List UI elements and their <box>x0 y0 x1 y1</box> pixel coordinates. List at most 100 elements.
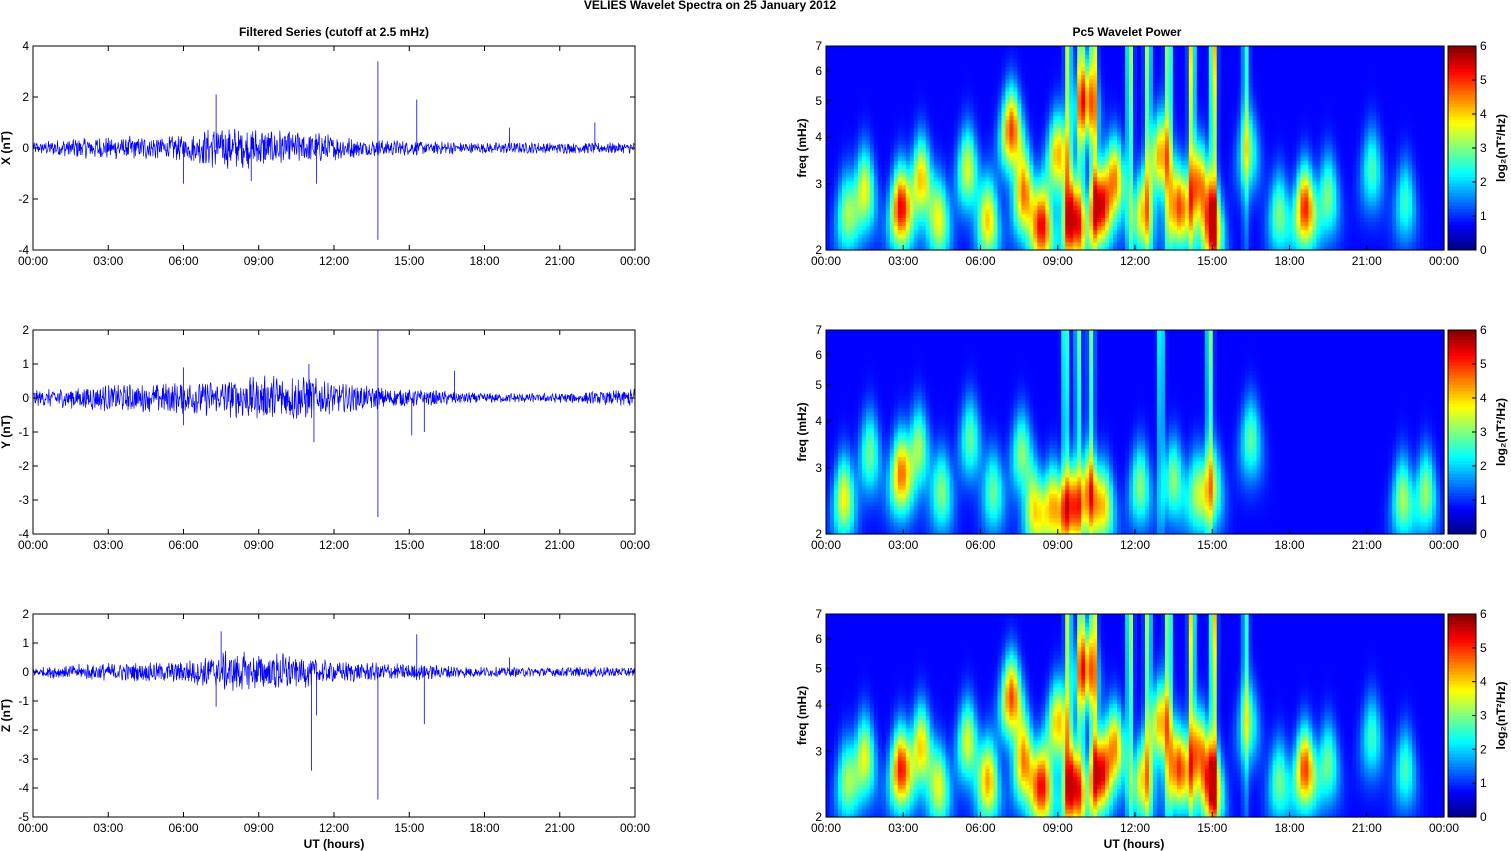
heatmap-cell <box>878 177 883 182</box>
heatmap-cell <box>1352 132 1357 137</box>
heatmap-cell <box>1424 132 1429 137</box>
heatmap-cell <box>866 181 871 186</box>
heatmap-cell <box>1053 217 1058 222</box>
heatmap-cell <box>1304 148 1309 153</box>
heatmap-cell <box>1312 172 1317 177</box>
heatmap-cell <box>1173 177 1178 182</box>
heatmap-cell <box>830 226 835 231</box>
heatmap-cell <box>1300 156 1305 161</box>
right-column-title: Pc5 Wavelet Power <box>1073 25 1182 39</box>
heatmap-cell <box>1017 189 1022 194</box>
heatmap-cell <box>850 193 855 198</box>
heatmap-cell <box>854 189 859 194</box>
heatmap-cell <box>1057 230 1062 235</box>
heatmap-cell <box>1017 226 1022 231</box>
heatmap-cell <box>922 152 927 157</box>
heatmap-cell <box>1153 205 1158 210</box>
heatmap-cell <box>1237 144 1242 149</box>
heatmap-cell <box>1257 128 1262 133</box>
ytick-label: 1 <box>22 636 29 650</box>
heatmap-cell <box>898 148 903 153</box>
heatmap-cell <box>1069 140 1074 145</box>
heatmap-cell <box>1101 201 1106 206</box>
heatmap-cell <box>974 238 979 243</box>
heatmap-cell <box>1253 164 1258 169</box>
heatmap-cell <box>1404 242 1409 247</box>
heatmap-cell <box>1273 230 1278 235</box>
heatmap-cell <box>1213 226 1218 231</box>
heatmap-cell <box>1077 205 1082 210</box>
heatmap-cell <box>989 168 994 173</box>
heatmap-cell <box>910 197 915 202</box>
heatmap-cell <box>886 226 891 231</box>
heatmap-cell <box>1308 226 1313 231</box>
heatmap-cell <box>934 172 939 177</box>
heatmap-cell <box>1396 213 1401 218</box>
heatmap-cell <box>874 226 879 231</box>
heatmap-cell <box>1428 172 1433 177</box>
heatmap-cell <box>1340 226 1345 231</box>
heatmap-cell <box>1033 181 1038 186</box>
heatmap-cell <box>1037 136 1042 141</box>
heatmap-cell <box>1157 124 1162 129</box>
heatmap-cell <box>870 213 875 218</box>
heatmap-cell <box>1117 168 1122 173</box>
heatmap-cell <box>834 234 839 239</box>
heatmap-cell <box>1420 172 1425 177</box>
heatmap-cell <box>910 128 915 133</box>
heatmap-cell <box>1181 185 1186 190</box>
heatmap-cell <box>1105 201 1110 206</box>
heatmap-cell <box>1005 238 1010 243</box>
heatmap-cell <box>1356 160 1361 165</box>
heatmap-cell <box>1217 238 1222 243</box>
heatmap-cell <box>910 217 915 222</box>
heatmap-cell <box>926 197 931 202</box>
heatmap-cell <box>1065 181 1070 186</box>
heatmap-cell <box>922 136 927 141</box>
heatmap-cell <box>1356 193 1361 198</box>
heatmap-cell <box>1257 168 1262 173</box>
heatmap-cell <box>1213 193 1218 198</box>
heatmap-cell <box>1392 197 1397 202</box>
heatmap-cell <box>1364 193 1369 198</box>
heatmap-cell <box>1332 136 1337 141</box>
heatmap-cell <box>978 213 983 218</box>
heatmap-cell <box>1197 144 1202 149</box>
heatmap-cell <box>1193 238 1198 243</box>
heatmap-cell <box>1193 209 1198 214</box>
heatmap-cell <box>1249 144 1254 149</box>
heatmap-cell <box>1165 124 1170 129</box>
heatmap-cell <box>1169 164 1174 169</box>
heatmap-cell <box>985 132 990 137</box>
heatmap-cell <box>982 209 987 214</box>
heatmap-cell <box>1364 213 1369 218</box>
heatmap-cell <box>1336 197 1341 202</box>
heatmap-cell <box>1025 128 1030 133</box>
heatmap-cell <box>938 209 943 214</box>
heatmap-cell <box>1249 128 1254 133</box>
heatmap-cell <box>902 226 907 231</box>
heatmap-cell <box>1336 164 1341 169</box>
heatmap-cell <box>1364 152 1369 157</box>
heatmap-cell <box>946 148 951 153</box>
heatmap-cell <box>1304 213 1309 218</box>
heatmap-cell <box>982 221 987 226</box>
heatmap-cell <box>993 209 998 214</box>
heatmap-cell <box>1025 144 1030 149</box>
heatmap-cell <box>954 164 959 169</box>
heatmap-cell <box>1053 136 1058 141</box>
heatmap-cell <box>1225 177 1230 182</box>
heatmap-cell <box>1005 128 1010 133</box>
heatmap-cell <box>834 152 839 157</box>
heatmap-cell <box>826 185 831 190</box>
heatmap-cell <box>1233 185 1238 190</box>
heatmap-cell <box>866 238 871 243</box>
heatmap-cell <box>1380 144 1385 149</box>
heatmap-cell <box>1181 177 1186 182</box>
xtick-label: 18:00 <box>469 254 499 268</box>
heatmap-cell <box>1285 185 1290 190</box>
heatmap-cell <box>846 140 851 145</box>
heatmap-cell <box>858 148 863 153</box>
heatmap-cell <box>886 124 891 129</box>
heatmap-cell <box>1408 136 1413 141</box>
